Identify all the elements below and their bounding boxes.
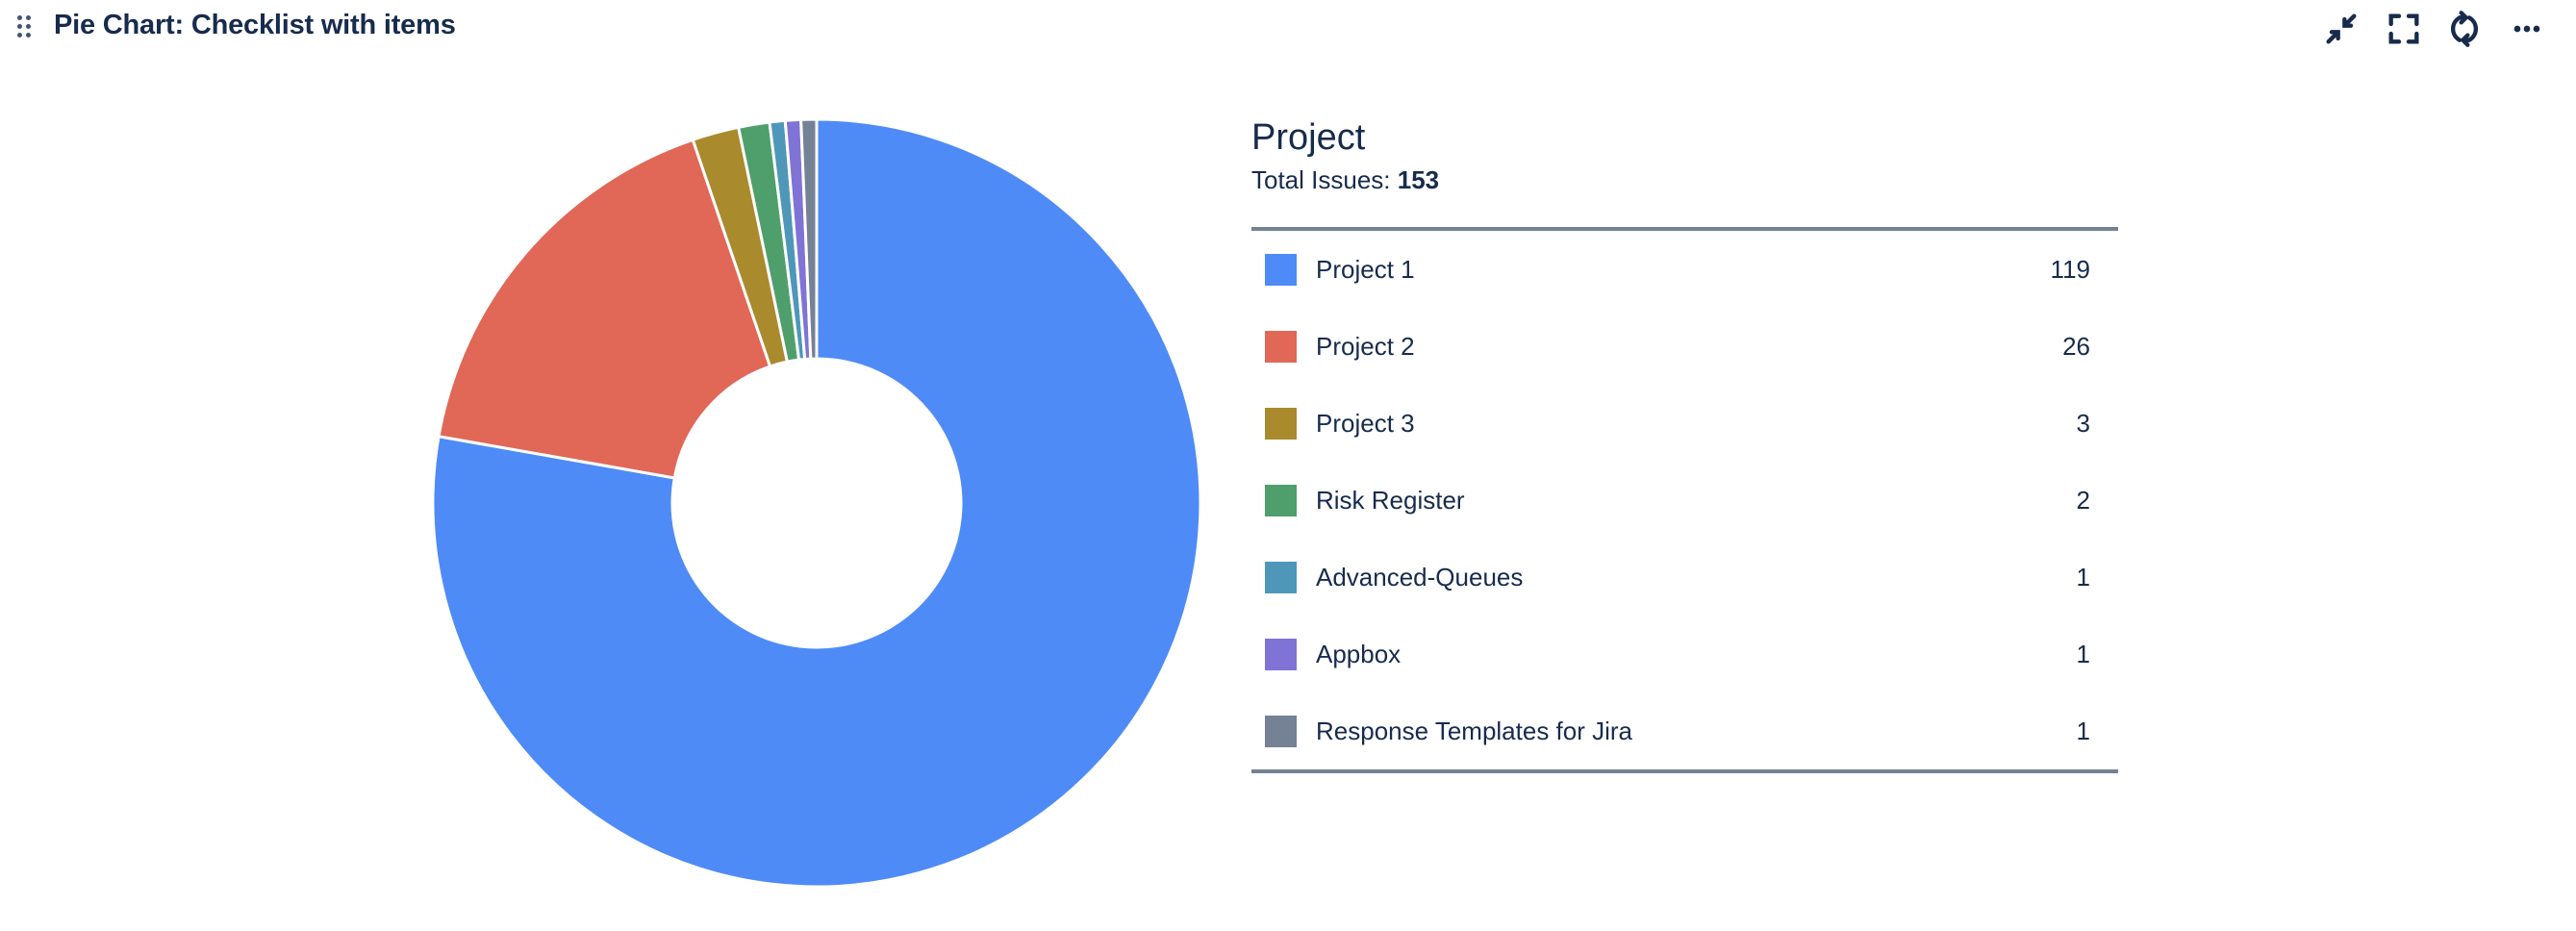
legend-value: 1 [2076, 640, 2090, 668]
legend-label: Response Templates for Jira [1316, 717, 1633, 745]
legend-row[interactable]: Project 3 3 [1251, 385, 2118, 462]
legend-value: 119 [2050, 255, 2090, 284]
legend-table: Project 1 119 Project 2 26 Project 3 3 R… [1251, 227, 2118, 773]
legend-label: Appbox [1316, 640, 1402, 668]
legend-value: 1 [2076, 717, 2090, 745]
legend-row[interactable]: Project 2 26 [1251, 308, 2118, 385]
legend-swatch [1265, 408, 1297, 440]
legend-row[interactable]: Response Templates for Jira 1 [1251, 692, 2118, 769]
total-issues: Total Issues: 153 [1251, 165, 1440, 194]
legend-swatch [1265, 716, 1297, 747]
legend-swatch [1265, 639, 1297, 670]
donut-chart [431, 117, 1202, 889]
legend-label: Risk Register [1316, 486, 1465, 515]
legend: Project Total Issues: 153 Project 1 119 … [1251, 115, 2118, 773]
slice-response-templates-for-jira[interactable] [799, 117, 819, 361]
legend-swatch [1265, 331, 1297, 363]
legend-value: 2 [2076, 486, 2090, 515]
legend-row[interactable]: Appbox 1 [1251, 616, 2118, 692]
legend-label: Project 2 [1316, 332, 1415, 361]
gadget-title: Pie Chart: Checklist with items [54, 10, 456, 40]
legend-swatch [1265, 485, 1297, 516]
legend-swatch [1265, 562, 1297, 593]
minimize-icon[interactable] [2322, 10, 2361, 48]
more-icon[interactable] [2508, 10, 2546, 48]
legend-row[interactable]: Project 1 119 [1251, 231, 2118, 308]
legend-row[interactable]: Advanced-Queues 1 [1251, 539, 2118, 616]
drag-handle-icon[interactable] [17, 15, 33, 38]
slice-project-1[interactable] [431, 117, 1202, 889]
legend-value: 26 [2062, 332, 2090, 361]
refresh-icon[interactable] [2445, 10, 2484, 48]
legend-label: Project 1 [1316, 255, 1415, 284]
legend-label: Project 3 [1316, 409, 1415, 438]
legend-value: 3 [2076, 409, 2090, 438]
gadget-header: Pie Chart: Checklist with items [0, 0, 2576, 58]
legend-label: Advanced-Queues [1316, 563, 1524, 591]
legend-value: 1 [2076, 563, 2090, 591]
fullscreen-icon[interactable] [2385, 10, 2423, 48]
legend-row[interactable]: Risk Register 2 [1251, 462, 2118, 539]
total-issues-value: 153 [1397, 165, 1440, 194]
slice-project-2[interactable] [437, 138, 772, 480]
legend-title: Project [1251, 117, 1366, 158]
legend-swatch [1265, 254, 1297, 286]
